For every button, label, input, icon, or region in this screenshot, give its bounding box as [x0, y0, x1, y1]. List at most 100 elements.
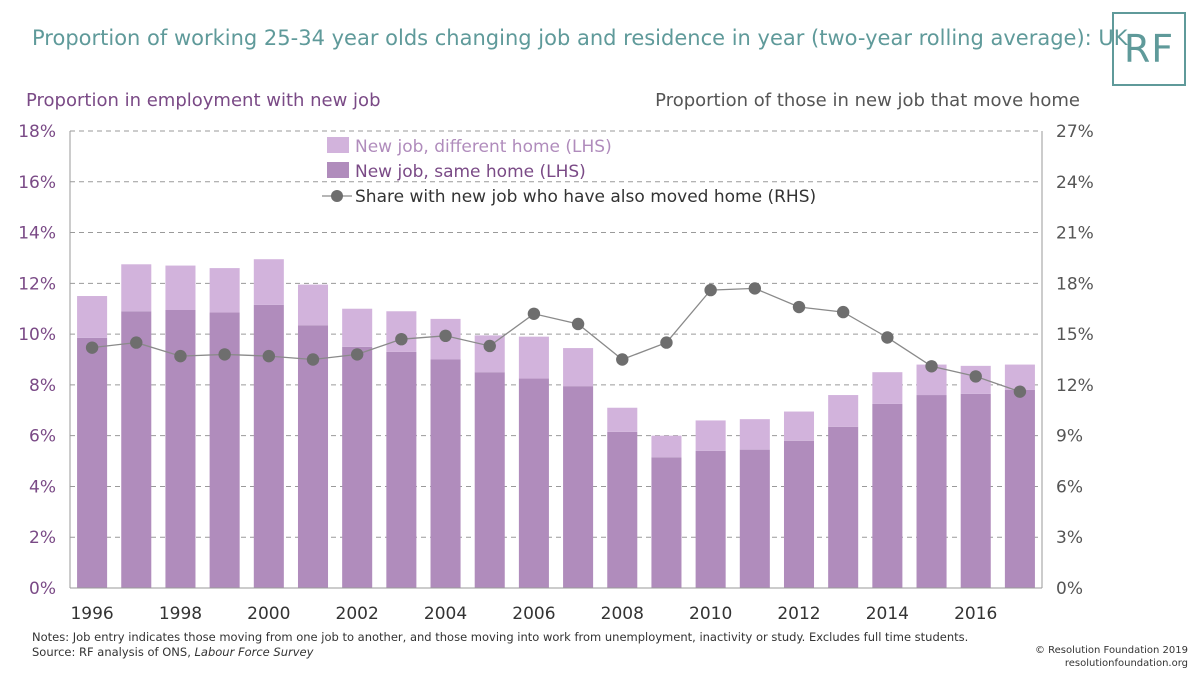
- moved-home-share-point: [218, 348, 231, 361]
- bar-same-home: [783, 440, 815, 588]
- moved-home-share-point: [748, 282, 762, 295]
- x-axis-tick-label: 2004: [424, 604, 467, 624]
- left-axis-tick-label: 16%: [18, 173, 56, 193]
- source-title: Labour Force Survey: [194, 645, 314, 659]
- x-axis-tick-label: 2012: [777, 604, 820, 624]
- bar-different-home: [165, 265, 196, 310]
- notes-text: Notes: Job entry indicates those moving …: [32, 630, 969, 644]
- left-axis-tick-label: 18%: [18, 122, 56, 142]
- right-axis-tick-label: 12%: [1056, 376, 1094, 396]
- bar-same-home: [518, 378, 549, 588]
- bar-same-home: [960, 393, 991, 588]
- source-prefix: Source: RF analysis of ONS,: [32, 645, 195, 659]
- bar-different-home: [828, 395, 859, 427]
- bar-same-home: [872, 403, 903, 588]
- x-axis-tick-label: 2008: [601, 604, 644, 624]
- left-axis-tick-label: 8%: [29, 376, 56, 396]
- bar-different-home: [209, 268, 240, 313]
- left-axis-tick-label: 10%: [18, 325, 56, 345]
- moved-home-share-point: [439, 329, 452, 343]
- bar-same-home: [607, 431, 638, 588]
- bar-different-home: [297, 284, 329, 326]
- moved-home-share-point: [836, 305, 850, 319]
- legend-marker-sample: [331, 190, 343, 202]
- x-axis-tick-label: 2010: [689, 604, 732, 624]
- moved-home-share-point: [85, 341, 99, 354]
- x-axis-tick-label: 2006: [512, 604, 555, 624]
- chart-notes: Notes: Job entry indicates those moving …: [32, 630, 968, 660]
- bar-same-home: [563, 386, 594, 588]
- bar-different-home: [783, 411, 815, 441]
- bar-same-home: [828, 426, 859, 588]
- legend: New job, different home (LHS) New job, s…: [322, 137, 816, 207]
- left-axis-title: Proportion in employment with new job: [26, 90, 381, 111]
- legend-swatch-same-home: [327, 162, 349, 178]
- bar-same-home: [386, 351, 417, 588]
- moved-home-share-point: [483, 339, 496, 353]
- x-axis-tick-label: 2000: [247, 604, 290, 624]
- axes: 0% 0% 2% 3% 4% 6% 6% 9% 8% 12% 10% 15% 12% 18% 14% 21% 1…: [18, 122, 1094, 624]
- bar-different-home: [607, 407, 638, 432]
- x-axis-tick-label: 2002: [336, 604, 379, 624]
- legend-label-different-home: New job, different home (LHS): [355, 137, 612, 157]
- bar-different-home: [121, 264, 152, 312]
- website-line: resolutionfoundation.org: [1064, 658, 1188, 669]
- moved-home-share-point: [395, 332, 408, 346]
- right-axis-tick-label: 21%: [1056, 224, 1094, 244]
- bar-different-home: [651, 435, 682, 458]
- moved-home-share-point: [174, 349, 187, 363]
- copyright-credit: © Resolution Foundation 2019 resolutionf…: [1035, 644, 1188, 670]
- moved-home-share-point: [1013, 385, 1027, 398]
- moved-home-share-point: [969, 370, 982, 383]
- x-axis-tick-label: 2016: [954, 604, 997, 624]
- moved-home-share-point: [350, 348, 364, 361]
- bar-same-home: [474, 372, 505, 588]
- x-axis-tick-label: 1998: [159, 604, 202, 624]
- legend-label-moved-home-share: Share with new job who have also moved h…: [355, 187, 816, 207]
- moved-home-share-point: [925, 360, 938, 373]
- moved-home-share-point: [660, 336, 673, 349]
- moved-home-share-point: [704, 283, 717, 297]
- right-axis-tick-label: 0%: [1056, 579, 1083, 599]
- legend-label-same-home: New job, same home (LHS): [355, 162, 586, 182]
- bar-same-home: [1004, 389, 1035, 588]
- left-axis-tick-label: 14%: [18, 224, 56, 244]
- right-axis-tick-label: 6%: [1056, 477, 1083, 497]
- legend-swatch-different-home: [327, 137, 349, 153]
- bar-same-home: [121, 311, 152, 588]
- right-axis-tick-label: 9%: [1056, 427, 1083, 447]
- bar-different-home: [342, 308, 373, 347]
- source-line: Source: RF analysis of ONS, Labour Force…: [32, 645, 968, 660]
- moved-home-share-point: [616, 353, 629, 366]
- bar-different-home: [739, 419, 770, 450]
- moved-home-share-point: [130, 336, 143, 349]
- bar-different-home: [518, 336, 549, 379]
- bar-same-home: [916, 395, 947, 588]
- bar-same-home: [253, 304, 284, 588]
- rhs-line-series: [85, 282, 1027, 398]
- x-axis-tick-label: 2014: [866, 604, 909, 624]
- bar-different-home: [77, 296, 108, 338]
- left-axis-tick-label: 4%: [29, 477, 56, 497]
- moved-home-share-point: [881, 331, 894, 344]
- bar-same-home: [297, 325, 329, 588]
- rf-logo: RF: [1112, 12, 1186, 86]
- moved-home-share-point: [306, 353, 320, 366]
- bar-same-home: [342, 346, 373, 588]
- right-axis-tick-label: 27%: [1056, 122, 1094, 142]
- left-axis-tick-label: 0%: [29, 579, 56, 599]
- bar-same-home: [430, 359, 461, 588]
- bar-same-home: [695, 450, 726, 588]
- right-axis-title: Proportion of those in new job that move…: [655, 90, 1080, 111]
- bar-different-home: [563, 348, 594, 387]
- bar-different-home: [253, 259, 284, 305]
- left-axis-tick-label: 6%: [29, 427, 56, 447]
- bar-same-home: [651, 457, 682, 588]
- left-axis-tick-label: 2%: [29, 528, 56, 548]
- right-axis-tick-label: 18%: [1056, 274, 1094, 294]
- bar-same-home: [739, 449, 770, 588]
- x-axis-tick-label: 1996: [70, 604, 113, 624]
- right-axis-tick-label: 3%: [1056, 528, 1083, 548]
- bars: [77, 259, 1035, 588]
